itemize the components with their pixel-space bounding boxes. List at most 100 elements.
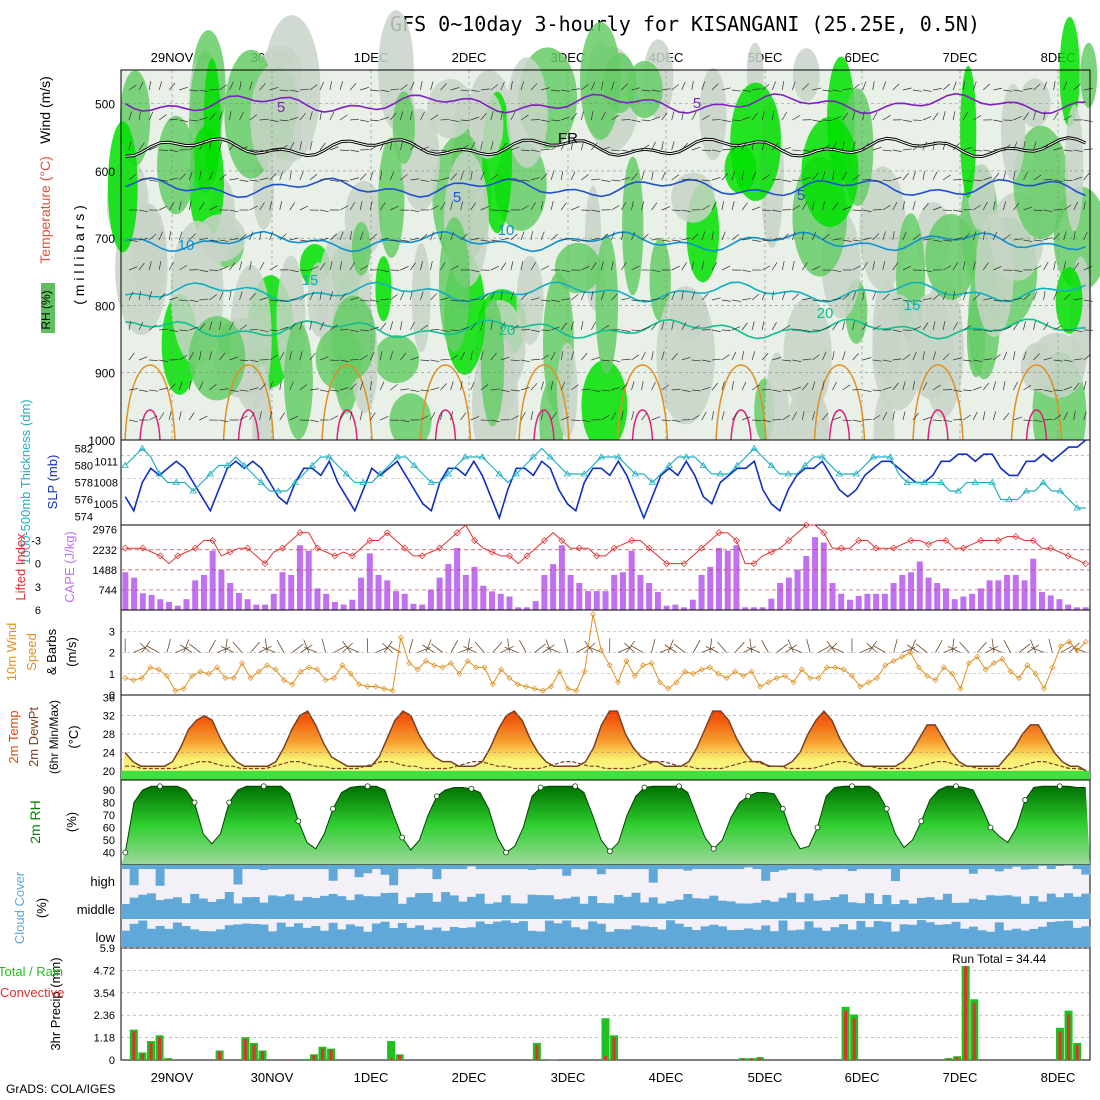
wind-barb — [781, 261, 785, 271]
lifted-index-marker — [139, 544, 147, 552]
wind-barb — [601, 389, 611, 392]
wind-barb — [530, 411, 534, 421]
wind-barb — [1043, 322, 1049, 331]
cloud-bar — [371, 865, 381, 870]
wind10m-barb — [321, 638, 327, 653]
wind-barb — [822, 89, 832, 92]
wind10m-marker — [890, 658, 897, 664]
thickness-marker — [444, 470, 452, 477]
wind-barb — [580, 141, 585, 151]
cape-bar — [733, 545, 740, 610]
thickness-marker — [580, 470, 588, 477]
wind-barb — [892, 83, 900, 91]
wind-barb — [892, 176, 902, 181]
wind-barb — [199, 415, 208, 421]
wind-barb — [1043, 357, 1053, 361]
rh2m-marker — [641, 784, 648, 791]
wind-barb — [470, 171, 473, 181]
wind-barb — [872, 179, 882, 183]
wind-barb — [691, 233, 699, 241]
wind-barb — [229, 262, 236, 271]
wind-barb — [339, 81, 343, 91]
lifted-index-marker — [418, 552, 426, 560]
precip-conv-bar — [612, 1037, 616, 1060]
thickness-marker — [206, 470, 214, 477]
cloud-bar — [994, 865, 1004, 872]
wind10m-marker — [539, 687, 546, 694]
wind10m-marker — [222, 675, 229, 681]
precip-conv-bar — [964, 961, 968, 1060]
cloud-bar — [856, 865, 866, 870]
cloud-bar — [830, 865, 840, 870]
wind-barb — [158, 231, 163, 241]
wind-barb — [992, 201, 996, 211]
cloud-bar — [138, 920, 148, 947]
wind-barb — [510, 179, 520, 182]
cape-bar — [122, 572, 129, 610]
cape-bar — [777, 583, 784, 610]
wind10m-marker — [481, 664, 488, 671]
wind-barb — [229, 178, 239, 181]
wind-barb — [651, 381, 656, 391]
wind-barb — [681, 81, 686, 91]
cape-bar — [698, 574, 705, 610]
wind10m-barb — [183, 639, 190, 653]
wind-barb — [340, 149, 350, 151]
lifted-index-marker — [1064, 552, 1072, 560]
wind-barb — [199, 322, 206, 331]
lifted-index-marker — [820, 529, 828, 537]
isotherm-freezing-inner — [125, 137, 1086, 158]
precip-label-total: Total / Rain — [0, 964, 63, 979]
wind10m-marker — [1041, 685, 1048, 692]
wind-barb — [591, 389, 601, 392]
wind-barb — [520, 329, 530, 331]
wind-barb — [922, 297, 932, 301]
lifted-index-marker — [156, 552, 164, 560]
wind-barb — [209, 294, 217, 301]
wind-barb — [189, 233, 196, 241]
wind-barb — [590, 291, 594, 301]
thickness-marker — [750, 444, 758, 451]
cloud-bar — [1072, 927, 1082, 947]
wind-barb — [219, 141, 223, 151]
wind-barb — [731, 351, 737, 361]
cape-bar — [497, 593, 504, 610]
cloud-bar — [268, 931, 278, 947]
wind10m-marker — [798, 666, 805, 673]
thickness-marker — [920, 478, 928, 485]
wind-barb — [782, 233, 789, 241]
wind-barb — [229, 111, 232, 121]
wind-barb — [249, 261, 252, 271]
wind10m-marker — [564, 685, 571, 692]
wind-barb — [591, 262, 597, 271]
cloud-bar — [951, 902, 961, 919]
wind-barb — [339, 114, 348, 121]
wind10m-marker — [940, 664, 947, 671]
cloud-bar — [363, 931, 373, 947]
rh-blob — [427, 79, 474, 139]
wind-barb — [1053, 325, 1062, 331]
wind-barb — [158, 412, 165, 421]
wind-barb — [520, 81, 525, 91]
cloud-ylabel-1: Cloud Cover — [12, 871, 27, 944]
wind10m-barb — [626, 640, 635, 653]
wind-barb — [470, 298, 480, 301]
wind-barb — [299, 112, 306, 121]
wind-barb — [199, 116, 209, 121]
wind-barb — [289, 237, 299, 241]
wind-barb — [460, 233, 468, 241]
wind-barb — [309, 239, 319, 242]
cape-bar — [157, 599, 164, 610]
cloud-bar — [146, 865, 156, 870]
cloud-bar — [190, 929, 200, 947]
contour-label: 5 — [277, 99, 285, 116]
wind-barb — [1083, 172, 1090, 181]
wind-barb — [480, 112, 487, 121]
wind-barb — [942, 265, 952, 271]
cape-bar — [794, 569, 801, 610]
wind10m-marker — [347, 670, 354, 677]
wind-barb — [581, 265, 590, 271]
cloud-bar — [977, 865, 987, 870]
wind-barb — [641, 326, 651, 331]
cloud-bar — [441, 892, 451, 919]
